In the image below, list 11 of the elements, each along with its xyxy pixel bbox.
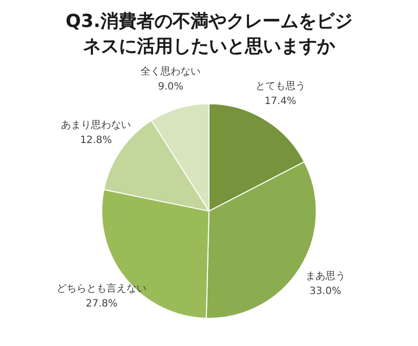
data-label: 12.8%	[80, 135, 112, 146]
slice-label: まあ思う	[305, 270, 346, 282]
slice-label: あまり思わない	[60, 120, 131, 132]
data-label: 27.8%	[86, 298, 118, 310]
chart-title: Q3.消費者の不満やクレームをビジネスに活用したいと思いますか	[66, 11, 352, 57]
data-label: 9.0%	[158, 81, 184, 92]
data-label: 17.4%	[264, 96, 296, 107]
slice-label: どちらとも言えない	[56, 282, 147, 295]
data-label: 33.0%	[309, 286, 342, 297]
slice-label: とても思う	[255, 80, 306, 92]
slice-label: 全く思わない	[140, 65, 201, 78]
